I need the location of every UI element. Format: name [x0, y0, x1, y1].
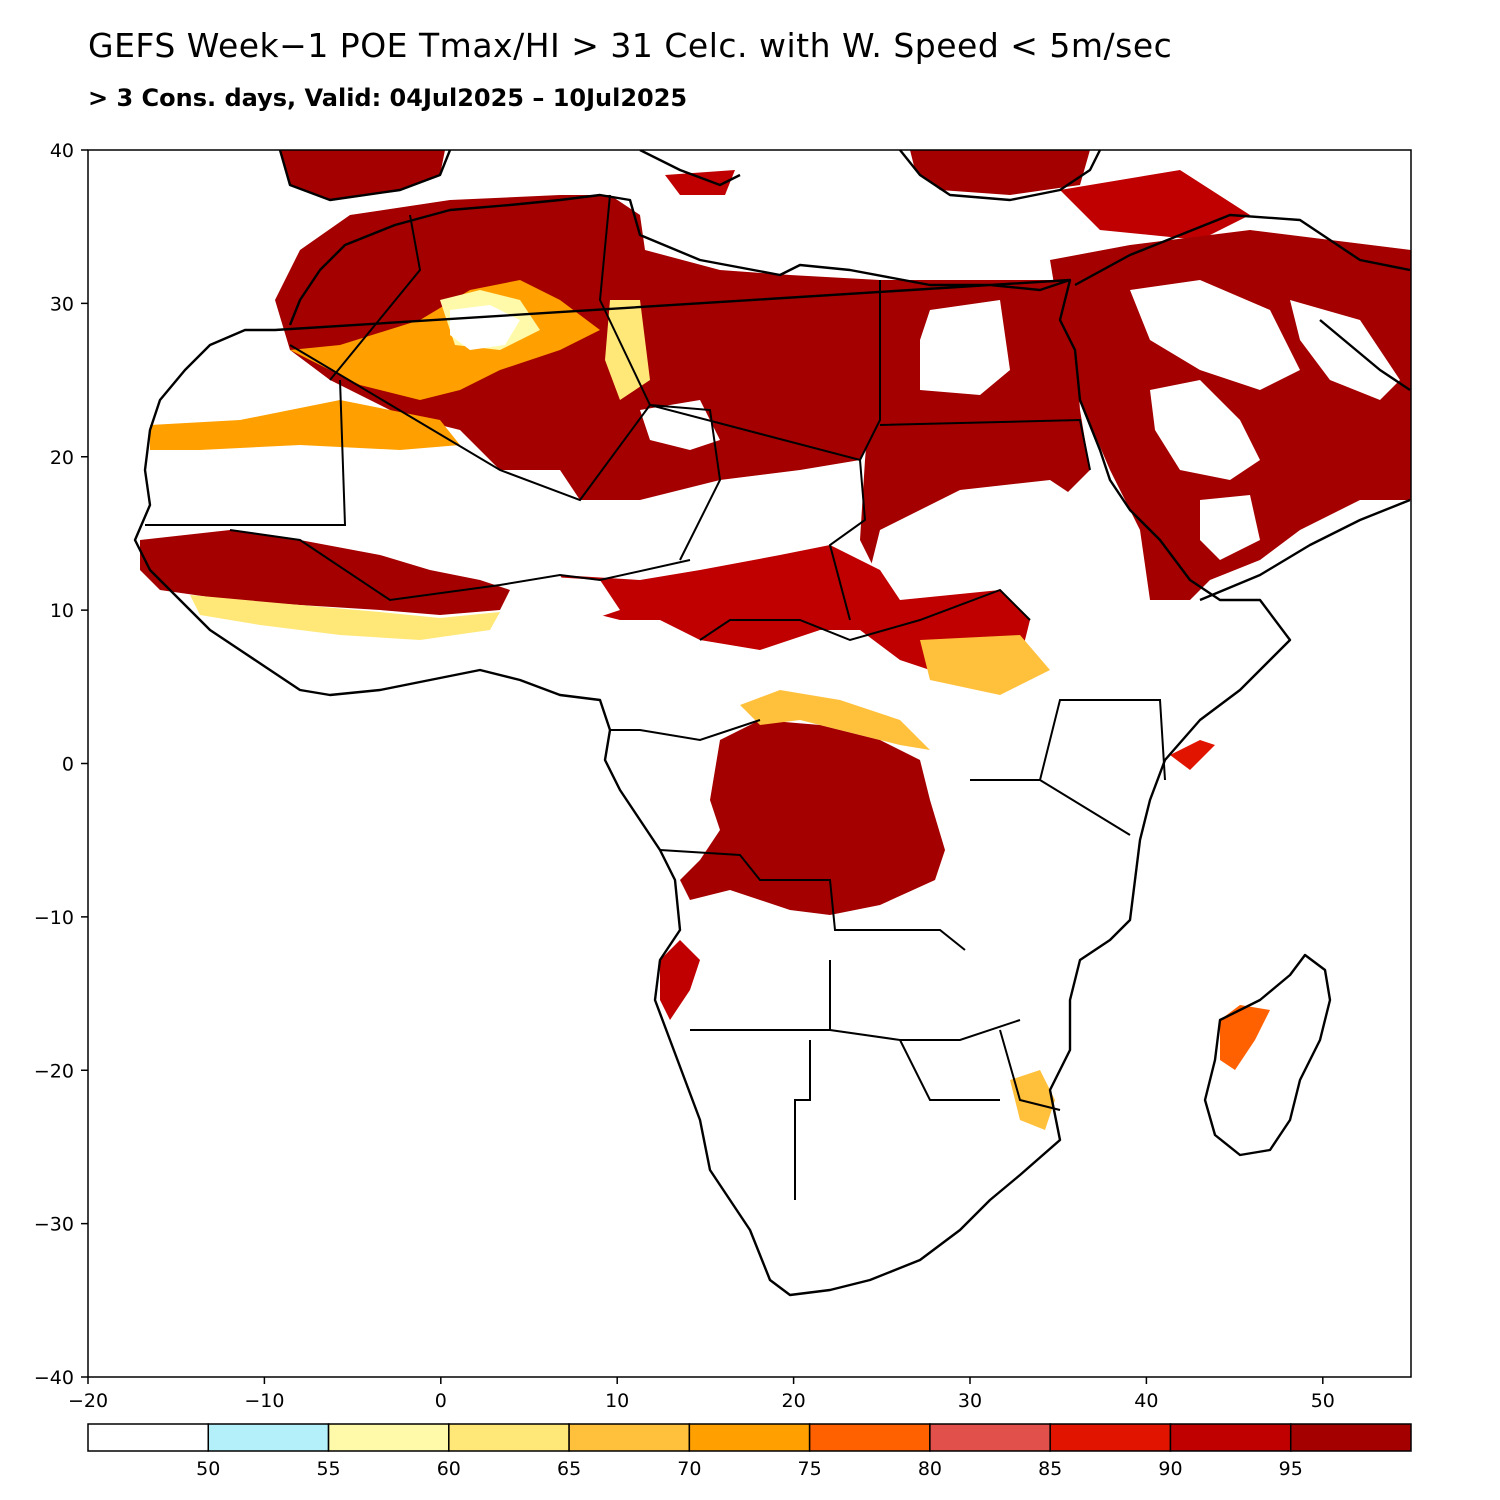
shade-algeria-gap	[605, 300, 650, 400]
colorbar-label: 90	[1158, 1458, 1182, 1480]
colorbar-label: 95	[1279, 1458, 1303, 1480]
y-tick-label: −30	[34, 1214, 74, 1236]
shade-sicily	[665, 170, 735, 195]
chart-title: GEFS Week−1 POE Tmax/HI > 31 Celc. with …	[88, 26, 1173, 65]
colorbar-swatch	[1049, 1423, 1172, 1452]
colorbar-label: 55	[316, 1458, 340, 1480]
colorbar-label: 50	[196, 1458, 220, 1480]
shade-sahel-west	[140, 530, 510, 615]
colorbar-label: 75	[798, 1458, 822, 1480]
africa-coastline	[133, 193, 1292, 1297]
y-tick-label: 30	[50, 293, 74, 315]
shade-congo-north-edge	[740, 690, 930, 750]
y-tick-label: 20	[50, 447, 74, 469]
colorbar-swatch	[448, 1423, 570, 1452]
shade-yemen-gap	[1200, 495, 1260, 560]
colorbar-label: 70	[677, 1458, 701, 1480]
colorbar: 50 55 60 65 70 75 80 85 90 95	[87, 1423, 1412, 1480]
colorbar-swatch	[929, 1423, 1051, 1452]
x-tick-label: 0	[435, 1390, 447, 1412]
x-tick-label: −20	[68, 1390, 108, 1412]
y-tick-label: −40	[34, 1367, 74, 1389]
coastlines	[133, 150, 1411, 1297]
colorbar-swatch	[87, 1423, 210, 1452]
colorbar-swatch	[568, 1423, 691, 1452]
shade-arabia-hole	[1150, 380, 1260, 480]
shade-sahel-central	[560, 545, 1030, 680]
chart-subtitle: > 3 Cons. days, Valid: 04Jul2025 – 10Jul…	[88, 84, 688, 112]
x-tick-label: −10	[244, 1390, 284, 1412]
shade-egypt-hole	[920, 300, 1010, 395]
shade-mauritania-band	[150, 400, 460, 450]
x-tick-label: 30	[958, 1390, 982, 1412]
x-tick-label: 10	[605, 1390, 629, 1412]
shade-hoggar-gap	[640, 400, 720, 450]
y-tick-label: 0	[62, 754, 74, 776]
colorbar-label: 80	[918, 1458, 942, 1480]
borders	[145, 194, 1166, 1200]
shade-south-sudan-edge	[920, 635, 1050, 695]
shade-somalia-coast	[1170, 740, 1215, 770]
colorbar-label: 65	[557, 1458, 581, 1480]
shade-gulf-hole	[1290, 300, 1400, 400]
shade-arabia-hole-north	[1130, 280, 1300, 390]
x-tick-label: 40	[1134, 1390, 1158, 1412]
x-tick-label: 50	[1311, 1390, 1335, 1412]
axis-ticks: −20 −10 0 10 20 30 40 50 −40 −30 −20 −10 0 10 20 30 40	[34, 140, 1335, 1412]
y-tick-label: 10	[50, 600, 74, 622]
shade-east-med	[1060, 170, 1250, 240]
y-tick-label: 40	[50, 140, 74, 162]
colorbar-swatch	[207, 1423, 330, 1452]
shade-turkey	[910, 150, 1090, 195]
y-tick-label: −10	[34, 907, 74, 929]
colorbar-swatch	[688, 1423, 811, 1452]
border-lines	[145, 194, 1166, 1200]
probability-shading	[140, 150, 1411, 1130]
y-tick-label: −20	[34, 1060, 74, 1082]
shade-madagascar-west	[1220, 1005, 1270, 1070]
shade-southern-europe	[280, 150, 445, 200]
shade-sahel-gap-nigeria	[520, 575, 620, 630]
europe-coastline	[278, 150, 1102, 202]
shade-congo	[680, 720, 945, 915]
shade-angola-coast	[660, 940, 700, 1020]
arabia-coastline	[1074, 213, 1411, 602]
colorbar-swatch	[327, 1423, 450, 1452]
colorbar-swatch	[808, 1423, 931, 1452]
shade-sahel-west-edge	[190, 595, 500, 640]
x-tick-label: 20	[782, 1390, 806, 1412]
colorbar-label: 60	[437, 1458, 461, 1480]
colorbar-label: 85	[1038, 1458, 1062, 1480]
madagascar-coastline	[1203, 953, 1332, 1157]
colorbar-swatch	[1289, 1423, 1412, 1452]
shade-sudan-gap	[870, 480, 1080, 590]
shade-mozambique	[1010, 1070, 1055, 1130]
colorbar-swatch	[1169, 1423, 1292, 1452]
shade-northwest-africa	[275, 195, 880, 500]
